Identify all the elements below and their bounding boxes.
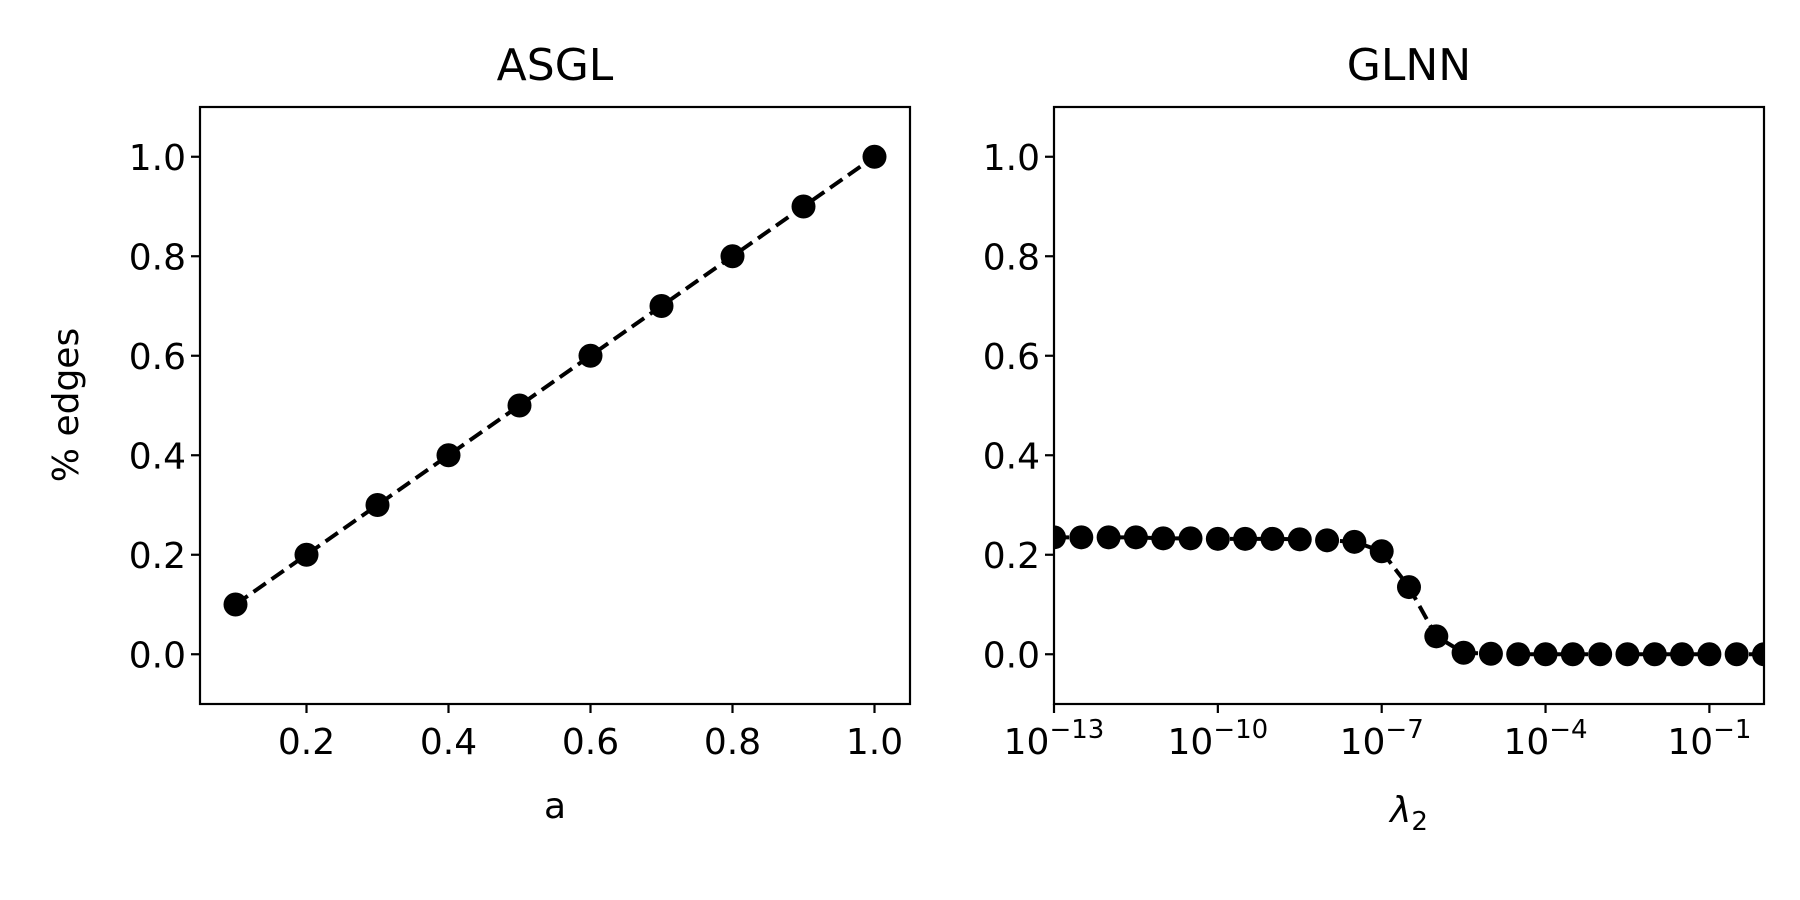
data-point [1260, 526, 1285, 551]
data-point [436, 443, 461, 468]
chart-title: ASGL [497, 40, 614, 91]
y-tick-label: 0.8 [129, 237, 186, 278]
x-axis-label-subscript: 2 [1411, 807, 1428, 837]
x-tick-label-exponent: −1 [1713, 715, 1751, 745]
data-point [507, 393, 532, 418]
x-tick-label: 10−1 [1667, 715, 1751, 763]
x-tick-label-base: 10 [1004, 722, 1050, 763]
x-tick-label: 10−4 [1503, 715, 1587, 763]
x-tick-label-exponent: −7 [1385, 715, 1423, 745]
data-point [1178, 526, 1203, 551]
y-tick-label: 0.2 [983, 536, 1040, 577]
data-point [1642, 642, 1667, 667]
x-tick-label: 10−10 [1168, 715, 1269, 763]
y-tick-label: 1.0 [129, 138, 186, 179]
data-point [1478, 641, 1503, 666]
axis-ticks: 0.0 0.2 0.4 0.6 0.8 1.0 0.2 0.4 0.6 0.8 1.0 [129, 138, 903, 763]
data-point [791, 194, 816, 219]
data-point [1205, 526, 1230, 551]
data-point [1342, 529, 1367, 554]
data-point [862, 144, 887, 169]
x-tick-label: 10−13 [1004, 715, 1105, 763]
y-tick-label: 0.4 [129, 436, 186, 477]
data-point [578, 343, 603, 368]
series-group [223, 144, 887, 617]
data-point [1287, 527, 1312, 552]
x-tick-label-base: 10 [1667, 722, 1713, 763]
data-point [720, 244, 745, 269]
y-tick-label: 0.4 [983, 436, 1040, 477]
axis-ticks: 0.00.20.40.60.81.010−13 10−10 10−7 10−4 10−1 [983, 138, 1752, 763]
data-point [1724, 642, 1749, 667]
y-tick-label: 0.6 [983, 337, 1040, 378]
chart-title: GLNN [1347, 40, 1471, 91]
data-point [1588, 642, 1613, 667]
data-point [1670, 642, 1695, 667]
y-tick-label: 0.8 [983, 237, 1040, 278]
data-point [649, 294, 674, 318]
x-axis-label-base: λ [1388, 790, 1411, 831]
x-tick-label-exponent: −4 [1549, 715, 1587, 745]
y-tick-label: 0.0 [983, 635, 1040, 676]
data-point [365, 493, 390, 517]
plot-frame [198, 105, 912, 706]
data-point [1151, 526, 1176, 551]
x-axis-label: λ2 [1388, 790, 1428, 837]
y-tick-label: 1.0 [983, 138, 1040, 179]
chart-glnn: GLNN λ2 0.00.20.40.60.81.010−13 10−10 10−7… [983, 40, 1766, 837]
x-tick-label: 0.6 [562, 722, 619, 763]
y-tick-label: 0.0 [129, 635, 186, 676]
data-point [1396, 575, 1421, 600]
plot-area [223, 144, 887, 617]
x-tick-label: 0.8 [704, 722, 761, 763]
y-tick-label: 0.6 [129, 337, 186, 378]
data-point [1560, 642, 1585, 667]
data-point [223, 592, 248, 617]
data-point [1096, 525, 1121, 550]
plot-frame [1052, 105, 1766, 706]
data-point [1752, 642, 1764, 667]
data-point [1069, 525, 1094, 550]
data-point [1315, 528, 1340, 553]
data-point [1451, 640, 1476, 665]
y-tick-label: 0.2 [129, 536, 186, 577]
x-tick-label: 0.4 [420, 722, 477, 763]
data-point [1506, 642, 1531, 667]
x-tick-label: 10−7 [1340, 715, 1424, 763]
x-tick-label-exponent: −13 [1049, 715, 1104, 745]
data-point [1533, 642, 1558, 667]
series-group [1054, 525, 1764, 667]
series-line [234, 155, 876, 607]
data-point [294, 542, 319, 567]
x-tick-label-base: 10 [1503, 722, 1549, 763]
data-point [1123, 525, 1148, 550]
data-point [1424, 624, 1449, 649]
x-tick-label-exponent: −10 [1213, 715, 1268, 745]
x-tick-label: 0.2 [278, 722, 335, 763]
x-axis-label: a [544, 786, 566, 827]
y-axis-label: % edges [46, 328, 87, 482]
data-point [1369, 539, 1394, 564]
x-tick-label-base: 10 [1340, 722, 1386, 763]
chart-asgl: ASGL % edges a 0.00.20.40.60.81.00.2 0.4 0… [46, 40, 912, 827]
data-point [1615, 642, 1640, 667]
data-point [1054, 525, 1066, 550]
plot-area [1054, 525, 1764, 667]
data-point [1233, 526, 1258, 551]
x-tick-label: 1.0 [846, 722, 903, 763]
x-tick-label-base: 10 [1168, 722, 1214, 763]
data-point [1697, 642, 1722, 667]
